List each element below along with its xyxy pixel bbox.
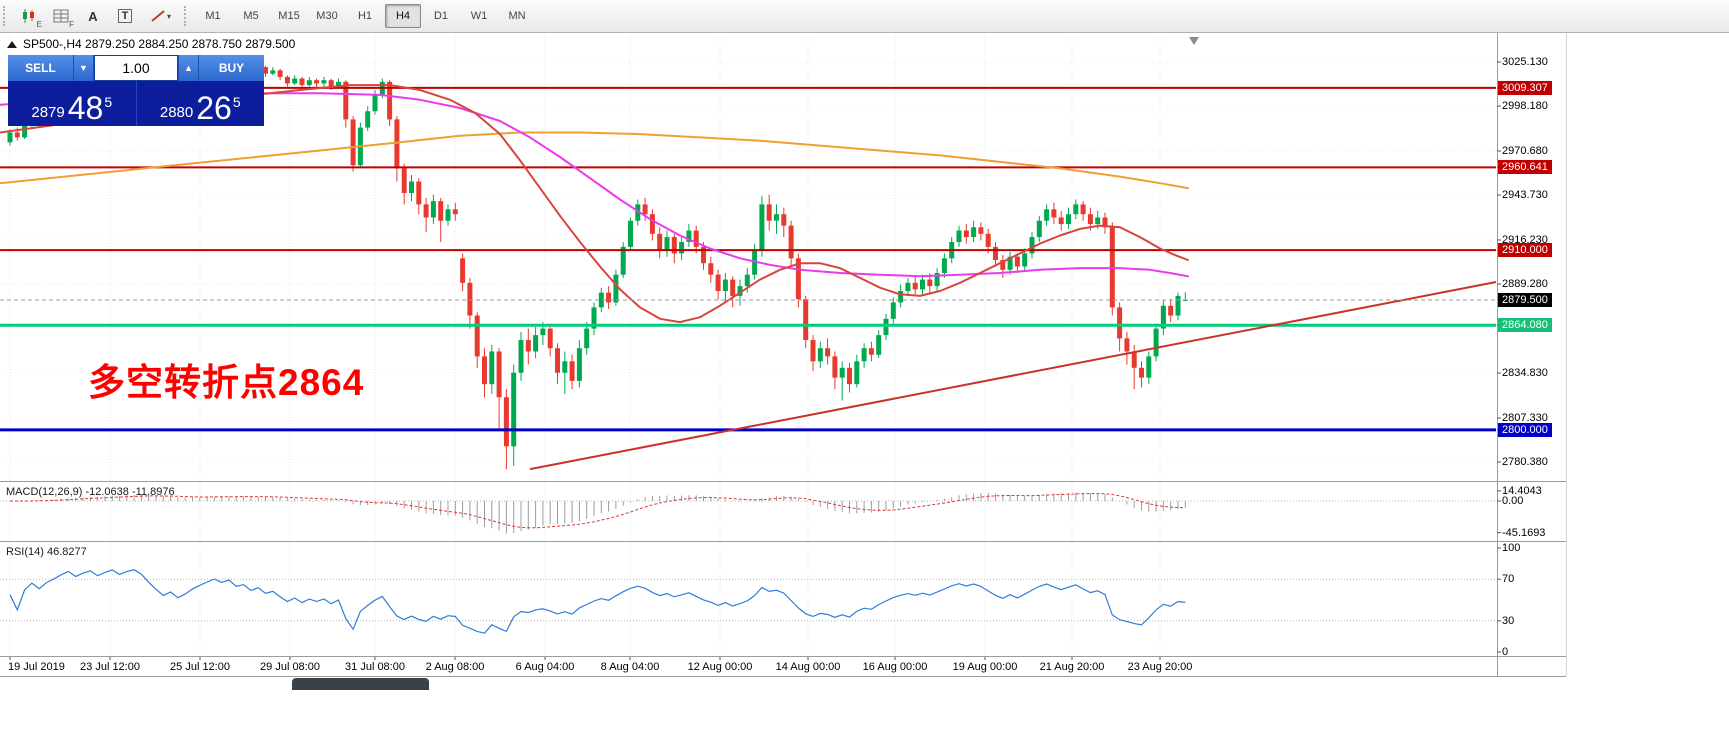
buy-price-pips: 26 xyxy=(196,90,232,126)
text-tool-icon[interactable]: A xyxy=(78,3,108,29)
buy-button[interactable]: BUY xyxy=(199,55,264,81)
ma-medium-magenta xyxy=(0,92,1189,278)
volume-input[interactable]: 1.00 xyxy=(94,55,178,81)
timeframe-h4[interactable]: H4 xyxy=(385,4,421,28)
toolbar: E F A T ▾ M1 M5 M15 M30 H1 H4 D1 W1 MN xyxy=(0,0,1729,33)
toolbar-grip[interactable] xyxy=(184,6,189,26)
volume-increase-button[interactable]: ▲ xyxy=(178,55,199,81)
sell-button[interactable]: SELL xyxy=(8,55,73,81)
letter-a-glyph: A xyxy=(88,8,98,24)
dropdown-caret-icon: ▾ xyxy=(166,11,171,21)
timeframe-m30[interactable]: M30 xyxy=(316,10,338,22)
ma-fast-red xyxy=(0,84,1189,324)
macd-indicator-label: MACD(12,26,9) -12.0638 -11.8976 xyxy=(6,486,175,498)
macd-panel xyxy=(0,492,1496,534)
mini-candles-icon xyxy=(23,9,34,23)
trendline-glyph-icon xyxy=(151,10,165,22)
background-window-fragment[interactable] xyxy=(292,678,429,690)
timeframe-mn[interactable]: MN xyxy=(508,10,526,22)
sell-price-main: 2879 xyxy=(31,104,65,121)
timeframe-toolbar: M1 M5 M15 M30 H1 H4 D1 W1 MN xyxy=(194,4,536,28)
grid-glyph-icon xyxy=(53,9,69,23)
chart-text-annotation[interactable]: 多空转折点2864 xyxy=(88,362,365,403)
timeframe-m1[interactable]: M1 xyxy=(205,10,221,22)
rsi-indicator-label: RSI(14) 46.8277 xyxy=(6,546,87,558)
line-draw-tool-icon[interactable]: ▾ xyxy=(142,3,180,29)
grid-tool-icon[interactable]: F xyxy=(46,3,76,29)
panel-separators xyxy=(0,33,1567,677)
chart-title: SP500-,H4 2879.250 2884.250 2878.750 287… xyxy=(23,37,296,51)
timeframe-d1[interactable]: D1 xyxy=(433,10,449,22)
tool-subscript: F xyxy=(69,20,74,29)
buy-price-main: 2880 xyxy=(159,104,194,121)
time-axis[interactable] xyxy=(0,657,1496,676)
ma-slow-orange xyxy=(0,131,1189,190)
buy-quote-button[interactable]: 2880 26 5 xyxy=(135,81,265,126)
trade-panel-quotes: 2879 48 5 2880 26 5 xyxy=(8,81,264,126)
volume-decrease-button[interactable]: ▼ xyxy=(73,55,94,81)
letter-t-glyph: T xyxy=(117,9,133,23)
one-click-trading-panel: SELL ▼ 1.00 ▲ BUY 2879 48 5 2880 26 5 xyxy=(8,55,264,126)
trendline[interactable] xyxy=(529,281,1497,471)
tool-subscript: E xyxy=(36,20,42,29)
one-click-panel-toggle-icon[interactable] xyxy=(7,40,17,48)
chart-ohlc-line: SP500-,H4 2879.250 2884.250 2878.750 287… xyxy=(7,37,295,51)
sell-price-fraction: 5 xyxy=(104,94,113,110)
sell-price-pips: 48 xyxy=(67,90,104,126)
timeframe-w1[interactable]: W1 xyxy=(470,10,488,22)
rsi-panel xyxy=(0,569,1496,634)
price-axis[interactable] xyxy=(1498,33,1566,676)
sell-quote-button[interactable]: 2879 48 5 xyxy=(8,81,136,126)
toolbar-grip[interactable] xyxy=(3,6,8,26)
chart-shift-marker-icon xyxy=(1189,37,1199,45)
candlestick-tool-icon[interactable]: E xyxy=(14,3,44,29)
timeframe-m5[interactable]: M5 xyxy=(243,10,259,22)
candles-layer xyxy=(7,57,1188,470)
label-tool-icon[interactable]: T xyxy=(110,3,140,29)
trade-panel-top-row: SELL ▼ 1.00 ▲ BUY xyxy=(8,55,264,81)
timeframe-m15[interactable]: M15 xyxy=(278,10,300,22)
timeframe-h1[interactable]: H1 xyxy=(357,10,373,22)
buy-price-fraction: 5 xyxy=(232,94,241,110)
grid-layer xyxy=(0,36,1496,654)
